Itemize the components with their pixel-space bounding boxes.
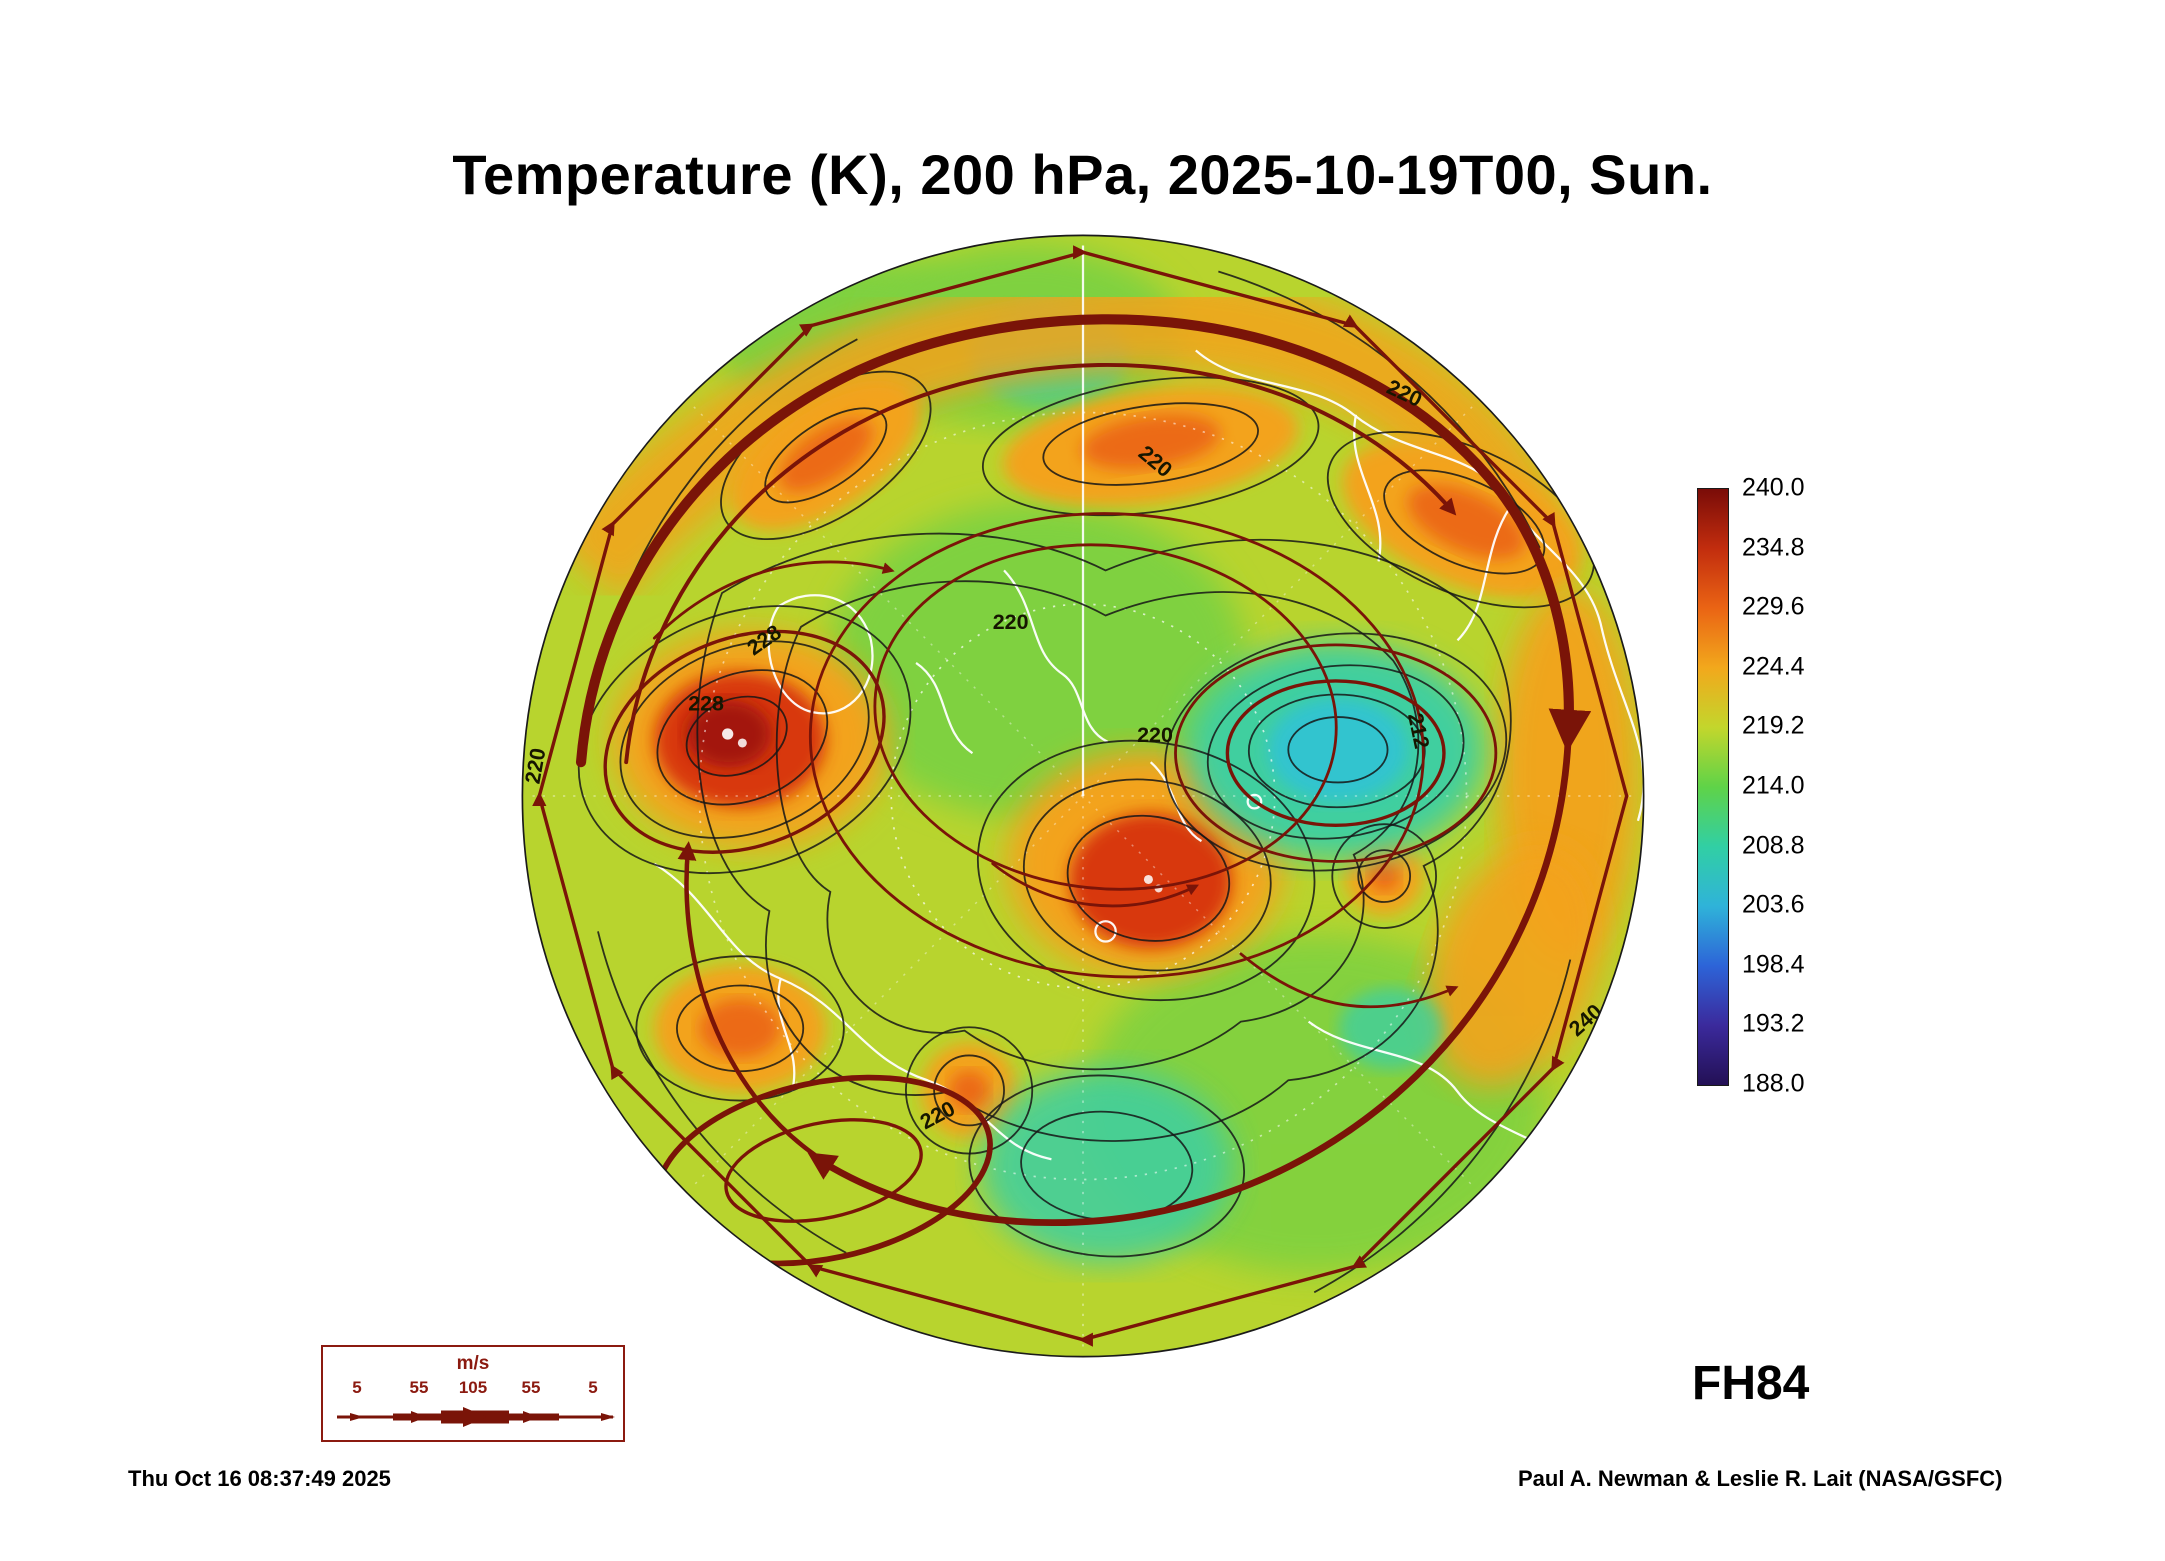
globe-outline: [521, 234, 1645, 1358]
wind-tick: 105: [459, 1378, 487, 1397]
contour-label: 220: [1137, 723, 1173, 747]
forecast-hour-label: FH84: [1692, 1357, 1810, 1410]
colorbar-tick: 203.6: [1742, 890, 1805, 919]
wind-scale-arrow: [337, 1407, 615, 1427]
chart-title: Temperature (K), 200 hPa, 2025-10-19T00,…: [452, 143, 1713, 206]
polar-map: 220 220 220 228 228 220 212 220 240 220 220: [519, 232, 1647, 1360]
colorbar-tick: 208.8: [1742, 831, 1805, 860]
colorbar-ticks: 240.0 234.8 229.6 224.4 219.2 214.0 208.8 203.6…: [1742, 474, 1882, 1098]
wind-tick: 55: [522, 1378, 541, 1397]
contour-label: 228: [688, 691, 724, 715]
colorbar-tick: 188.0: [1742, 1069, 1805, 1098]
streamlines: [539, 252, 1629, 1339]
credit-line: Paul A. Newman & Leslie R. Lait (NASA/GS…: [1518, 1466, 2003, 1491]
colorbar-tick: 224.4: [1742, 652, 1805, 681]
colorbar-tick: 240.0: [1742, 473, 1805, 502]
colorbar-tick: 193.2: [1742, 1009, 1805, 1038]
colorbar-tick: 219.2: [1742, 711, 1805, 740]
wind-legend-svg: m/s 5 55 105 55 5: [337, 1353, 615, 1427]
wind-speed-legend: m/s 5 55 105 55 5: [321, 1345, 625, 1442]
generation-timestamp: Thu Oct 16 08:37:49 2025: [128, 1466, 391, 1491]
wind-tick: 55: [410, 1378, 429, 1397]
colorbar-tick: 214.0: [1742, 771, 1805, 800]
colorbar-tick: 229.6: [1742, 592, 1805, 621]
wind-units-label: m/s: [457, 1353, 490, 1374]
colorbar-tick: 234.8: [1742, 533, 1805, 562]
wind-tick: 5: [588, 1378, 597, 1397]
contour-label: 220: [993, 610, 1029, 634]
colorbar-tick: 198.4: [1742, 950, 1805, 979]
colorbar: [1697, 488, 1729, 1086]
wind-tick: 5: [352, 1378, 361, 1397]
